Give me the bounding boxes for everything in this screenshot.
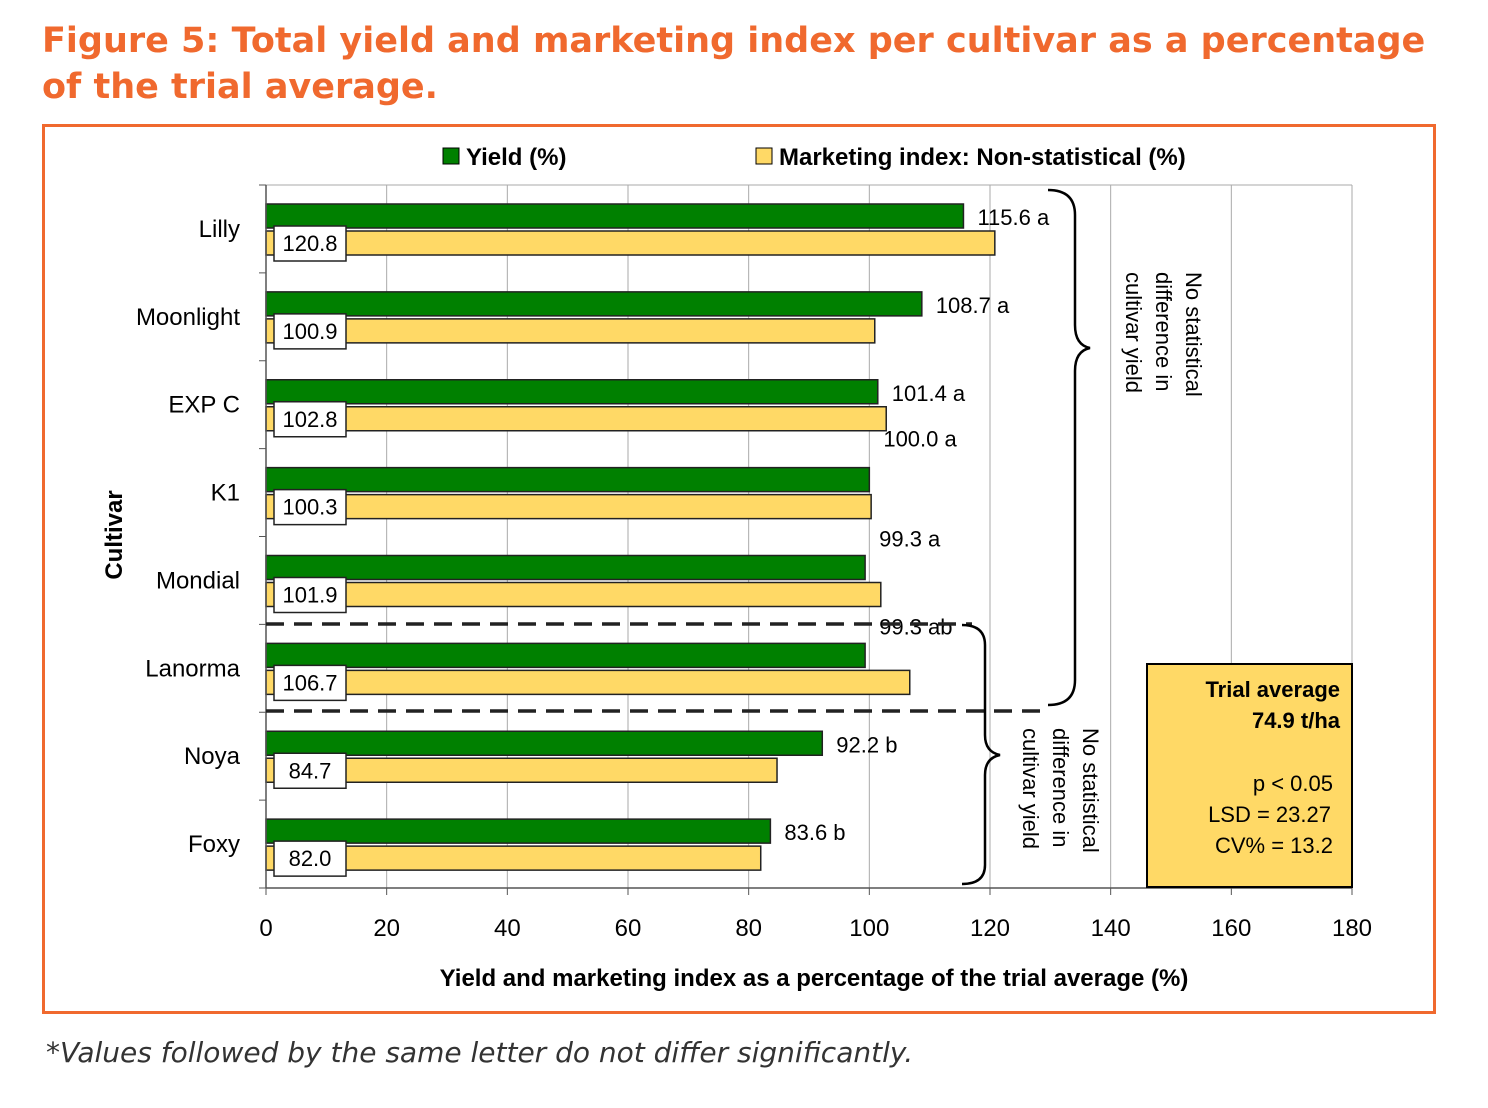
category-label: K1 <box>211 480 240 507</box>
bar-yield <box>265 379 879 405</box>
bar-marketing-label: 82.0 <box>289 846 332 871</box>
bar-marketing <box>265 230 996 256</box>
brace-upper-text-2: difference in <box>1151 272 1176 391</box>
bar-yield <box>265 554 866 581</box>
bar-marketing <box>265 845 762 871</box>
bar-yield-label: 92.2 b <box>836 732 897 757</box>
bar-marketing-label: 100.9 <box>282 319 337 344</box>
bar-yield <box>265 466 871 493</box>
cv-value: CV% = 13.2 <box>1215 833 1333 858</box>
x-tick-label: 120 <box>970 915 1010 942</box>
brace-upper-text-3: cultivar yield <box>1121 272 1146 393</box>
bar-marketing-label-box <box>273 401 347 438</box>
x-tick-label: 100 <box>849 915 889 942</box>
category-label: EXP C <box>168 392 240 419</box>
bar-marketing-label-box <box>273 840 347 877</box>
bar-yield <box>265 642 866 669</box>
trial-average-value: 74.9 t/ha <box>1252 708 1341 733</box>
bar-marketing-label-box <box>273 664 347 702</box>
bar-yield-label: 99.3 ab <box>879 614 952 639</box>
brace-lower-text-2: difference in <box>1048 728 1073 847</box>
bar-yield-label: 99.3 a <box>879 527 941 552</box>
lsd-value: LSD = 23.27 <box>1208 802 1331 827</box>
bar-marketing-label: 101.9 <box>282 583 337 608</box>
x-tick-label: 0 <box>259 915 272 942</box>
category-label: Lilly <box>199 216 240 243</box>
footnote: *Values followed by the same letter do n… <box>46 1036 914 1069</box>
bar-yield-label: 101.4 a <box>892 381 966 406</box>
legend-swatch-yield <box>442 147 460 165</box>
bar-yield-label: 100.0 a <box>883 427 957 452</box>
legend-swatch-marketing <box>755 147 773 165</box>
bar-yield <box>265 291 923 317</box>
bar-marketing-label-box <box>273 225 347 262</box>
x-tick-label: 20 <box>373 915 400 942</box>
bar-marketing-label: 100.3 <box>282 495 337 520</box>
x-axis-label: Yield and marketing index as a percentag… <box>440 965 1189 992</box>
x-tick-label: 40 <box>494 915 521 942</box>
bar-marketing-label: 106.7 <box>282 670 337 695</box>
bar-marketing <box>265 318 876 344</box>
category-label: Moonlight <box>136 304 240 331</box>
figure-title: Figure 5: Total yield and marketing inde… <box>42 21 1426 107</box>
x-tick-label: 80 <box>735 915 762 942</box>
bar-marketing <box>265 406 887 432</box>
category-label: Foxy <box>188 831 240 858</box>
trial-average-label: Trial average <box>1205 677 1340 702</box>
bar-yield-label: 115.6 a <box>977 205 1050 230</box>
bar-marketing <box>265 581 882 608</box>
chart-frame <box>42 124 1436 1014</box>
brace-upper <box>1047 188 1091 707</box>
brace-lower-text-1: No statistical <box>1078 728 1103 853</box>
bar-marketing-label-box <box>273 752 347 789</box>
bar-yield <box>265 730 824 756</box>
legend-label-yield: Yield (%) <box>466 144 566 171</box>
bar-marketing-label: 102.8 <box>282 407 337 432</box>
bar-marketing <box>265 669 911 696</box>
bar-marketing <box>265 493 872 520</box>
bar-marketing-label: 84.7 <box>289 758 332 783</box>
bar-marketing-label: 120.8 <box>282 231 337 256</box>
brace-lower-text-3: cultivar yield <box>1018 728 1043 849</box>
brace-lower <box>961 623 1001 886</box>
bar-yield-label: 83.6 b <box>784 820 845 845</box>
bar-marketing-label-box <box>273 488 347 526</box>
x-tick-label: 180 <box>1332 915 1372 942</box>
category-label: Mondial <box>156 567 240 594</box>
bar-yield <box>265 203 965 229</box>
bar-yield-label: 108.7 a <box>936 293 1010 318</box>
bar-marketing-label-box <box>273 313 347 350</box>
bar-yield <box>265 818 772 844</box>
y-axis-label: Cultivar <box>101 490 128 579</box>
category-label: Lanorma <box>145 655 240 682</box>
x-tick-label: 160 <box>1211 915 1251 942</box>
legend-label-marketing: Marketing index: Non-statistical (%) <box>779 144 1186 171</box>
category-label: Noya <box>184 743 241 770</box>
x-tick-label: 140 <box>1091 915 1131 942</box>
trial-average-box <box>1146 663 1353 888</box>
brace-upper-text-1: No statistical <box>1181 272 1206 397</box>
x-tick-label: 60 <box>615 915 642 942</box>
p-value: p < 0.05 <box>1253 771 1333 796</box>
bar-marketing-label-box <box>273 576 347 614</box>
